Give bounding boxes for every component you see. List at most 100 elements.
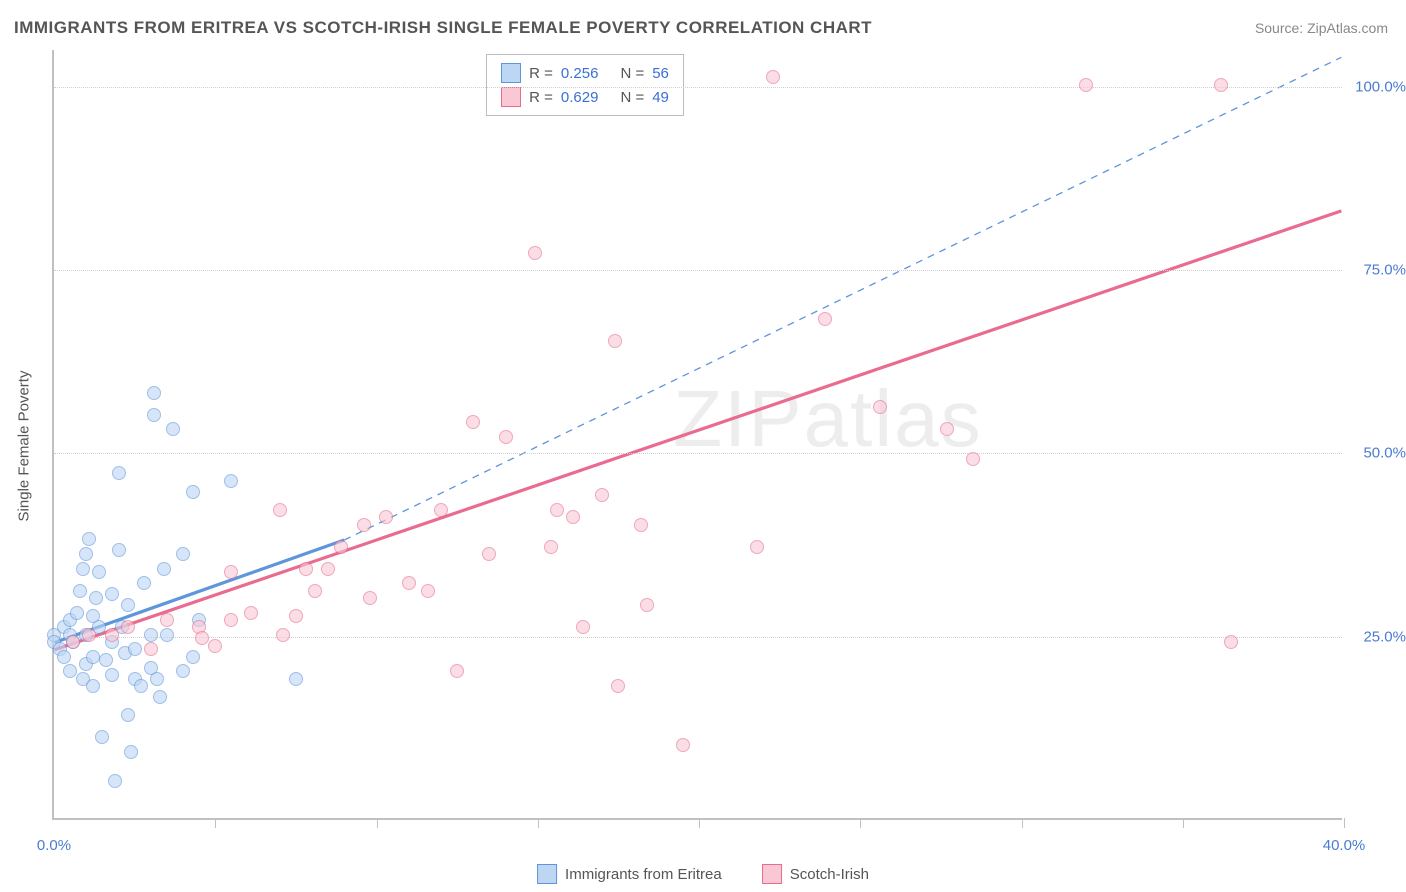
stat-n-label: N =	[620, 65, 644, 82]
data-point	[186, 650, 200, 664]
data-point	[70, 606, 84, 620]
x-tick	[699, 818, 700, 828]
legend-label: Scotch-Irish	[790, 866, 869, 883]
data-point	[86, 650, 100, 664]
data-point	[160, 628, 174, 642]
data-point	[766, 70, 780, 84]
data-point	[105, 628, 119, 642]
watermark: ZIPatlas	[673, 373, 982, 465]
x-tick	[1022, 818, 1023, 828]
data-point	[137, 576, 151, 590]
stat-r-label: R =	[529, 89, 553, 106]
data-point	[89, 591, 103, 605]
gridline-h	[54, 87, 1342, 88]
data-point	[150, 672, 164, 686]
data-point	[750, 540, 764, 554]
data-point	[421, 584, 435, 598]
data-point	[321, 562, 335, 576]
data-point	[224, 565, 238, 579]
data-point	[153, 690, 167, 704]
data-point	[818, 312, 832, 326]
data-point	[273, 503, 287, 517]
legend-bottom: Immigrants from Eritrea Scotch-Irish	[537, 864, 869, 884]
y-tick-label: 50.0%	[1363, 445, 1406, 462]
x-tick	[377, 818, 378, 828]
gridline-h	[54, 453, 1342, 454]
data-point	[105, 587, 119, 601]
data-point	[105, 668, 119, 682]
data-point	[299, 562, 313, 576]
data-point	[334, 540, 348, 554]
legend-swatch	[501, 63, 521, 83]
chart-container: IMMIGRANTS FROM ERITREA VS SCOTCH-IRISH …	[0, 0, 1406, 892]
trend-lines-svg	[54, 50, 1342, 818]
data-point	[73, 584, 87, 598]
x-tick	[860, 818, 861, 828]
data-point	[99, 653, 113, 667]
data-point	[92, 565, 106, 579]
data-point	[1214, 78, 1228, 92]
data-point	[82, 628, 96, 642]
legend-stat-row: R = 0.629 N = 49	[501, 85, 669, 109]
stat-r-value: 0.256	[561, 65, 599, 82]
data-point	[79, 547, 93, 561]
stat-n-value: 56	[652, 65, 669, 82]
data-point	[121, 708, 135, 722]
stat-r-label: R =	[529, 65, 553, 82]
legend-swatch	[501, 87, 521, 107]
data-point	[363, 591, 377, 605]
data-point	[157, 562, 171, 576]
data-point	[63, 664, 77, 678]
data-point	[276, 628, 290, 642]
data-point	[595, 488, 609, 502]
x-tick-label: 0.0%	[37, 837, 71, 854]
data-point	[112, 543, 126, 557]
stat-r-value: 0.629	[561, 89, 599, 106]
data-point	[134, 679, 148, 693]
chart-title: IMMIGRANTS FROM ERITREA VS SCOTCH-IRISH …	[14, 18, 872, 38]
data-point	[544, 540, 558, 554]
data-point	[144, 628, 158, 642]
data-point	[121, 620, 135, 634]
data-point	[144, 642, 158, 656]
data-point	[357, 518, 371, 532]
data-point	[224, 474, 238, 488]
data-point	[940, 422, 954, 436]
data-point	[147, 408, 161, 422]
data-point	[966, 452, 980, 466]
plot-area: ZIPatlas R = 0.256N = 56R = 0.629N = 49 …	[52, 50, 1342, 820]
data-point	[450, 664, 464, 678]
gridline-h	[54, 270, 1342, 271]
y-tick-label: 25.0%	[1363, 628, 1406, 645]
data-point	[57, 650, 71, 664]
legend-swatch	[537, 864, 557, 884]
legend-label: Immigrants from Eritrea	[565, 866, 722, 883]
data-point	[434, 503, 448, 517]
data-point	[86, 679, 100, 693]
y-tick-label: 100.0%	[1355, 78, 1406, 95]
x-tick	[1344, 818, 1345, 828]
data-point	[308, 584, 322, 598]
stat-n-value: 49	[652, 89, 669, 106]
data-point	[128, 642, 142, 656]
data-point	[121, 598, 135, 612]
legend-stats-box: R = 0.256 N = 56 R = 0.629 N = 49	[486, 54, 684, 116]
data-point	[108, 774, 122, 788]
data-point	[640, 598, 654, 612]
data-point	[147, 386, 161, 400]
data-point	[482, 547, 496, 561]
y-axis-label: Single Female Poverty	[16, 371, 33, 522]
y-tick-label: 75.0%	[1363, 262, 1406, 279]
data-point	[566, 510, 580, 524]
trend-line	[55, 211, 1342, 650]
data-point	[576, 620, 590, 634]
stat-n-label: N =	[620, 89, 644, 106]
x-tick	[215, 818, 216, 828]
data-point	[289, 609, 303, 623]
x-tick	[538, 818, 539, 828]
legend-stat-row: R = 0.256 N = 56	[501, 61, 669, 85]
data-point	[634, 518, 648, 532]
data-point	[166, 422, 180, 436]
data-point	[379, 510, 393, 524]
data-point	[550, 503, 564, 517]
